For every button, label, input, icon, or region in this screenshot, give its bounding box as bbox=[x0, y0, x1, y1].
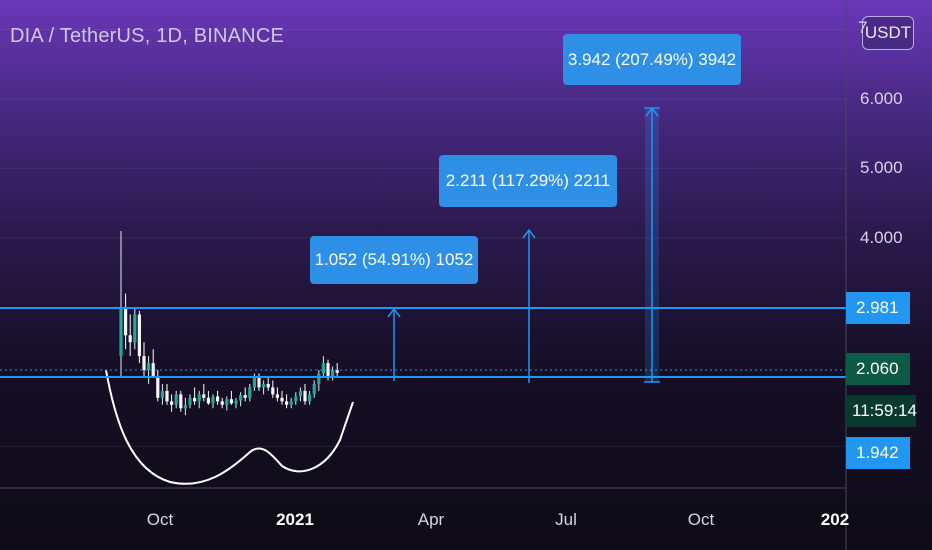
target-label-3[interactable]: 3.942 (207.49%) 3942 bbox=[563, 34, 741, 85]
candle-body-0 bbox=[119, 307, 123, 357]
candle-body-23 bbox=[225, 399, 229, 405]
candle-body-12 bbox=[174, 394, 178, 405]
target-arrow-2[interactable] bbox=[522, 228, 536, 383]
candle-body-37 bbox=[289, 401, 293, 405]
candle-body-26 bbox=[239, 395, 243, 401]
cup-and-handle-pattern-line bbox=[105, 369, 354, 485]
candle-body-13 bbox=[179, 394, 183, 409]
candle-body-42 bbox=[312, 383, 316, 395]
time-tick-202: 202 bbox=[820, 510, 850, 529]
bar-countdown: 11:59:14 bbox=[846, 395, 917, 427]
candle-body-5 bbox=[142, 356, 146, 371]
price-tag-last: 2.060 bbox=[846, 353, 910, 385]
candle-body-3 bbox=[133, 314, 137, 343]
candle-body-24 bbox=[229, 399, 233, 404]
candle-body-44 bbox=[321, 363, 325, 374]
candle-body-46 bbox=[331, 370, 335, 377]
candle-body-31 bbox=[262, 383, 266, 388]
candle-body-32 bbox=[266, 383, 270, 388]
candle-body-6 bbox=[147, 363, 151, 371]
symbol-title[interactable]: DIA / TetherUS, 1D, BINANCE bbox=[10, 25, 285, 47]
candle-body-47 bbox=[335, 370, 339, 373]
time-tick-apr: Apr bbox=[417, 510, 445, 529]
candle-body-39 bbox=[298, 390, 302, 397]
candle-body-45 bbox=[326, 363, 330, 377]
candle-body-19 bbox=[206, 397, 210, 404]
candle-body-30 bbox=[257, 377, 261, 388]
candle-body-41 bbox=[308, 394, 312, 402]
candle-body-2 bbox=[128, 335, 132, 343]
time-tick-oct-2: Oct bbox=[687, 510, 715, 529]
candle-body-43 bbox=[317, 373, 321, 384]
target-label-1[interactable]: 1.052 (54.91%) 1052 bbox=[310, 236, 478, 284]
price-tag-lower[interactable]: 1.942 bbox=[846, 437, 910, 469]
candle-body-11 bbox=[170, 401, 174, 405]
candle-body-29 bbox=[252, 377, 256, 388]
candle-body-7 bbox=[151, 363, 155, 377]
price-tick-5: 5.000 bbox=[860, 158, 903, 177]
time-tick-jul: Jul bbox=[555, 510, 577, 529]
candle-body-9 bbox=[160, 390, 164, 398]
candle-body-34 bbox=[275, 394, 279, 398]
candle-body-25 bbox=[234, 400, 238, 404]
candle-body-27 bbox=[243, 395, 247, 398]
time-tick-oct: Oct bbox=[146, 510, 174, 529]
candle-body-15 bbox=[188, 397, 192, 405]
candle-body-33 bbox=[271, 387, 275, 395]
candle-body-4 bbox=[137, 314, 141, 357]
time-tick-2021: 2021 bbox=[276, 510, 314, 529]
candle-body-40 bbox=[303, 390, 307, 402]
candle-body-20 bbox=[211, 396, 215, 404]
candles bbox=[119, 231, 339, 416]
candle-body-16 bbox=[193, 397, 197, 402]
candle-body-17 bbox=[197, 394, 201, 402]
currency-button[interactable]: USDT bbox=[862, 16, 914, 50]
candle-body-10 bbox=[165, 390, 169, 402]
candle-body-18 bbox=[202, 394, 206, 398]
price-tick-6: 6.000 bbox=[860, 89, 903, 108]
candle-body-21 bbox=[216, 396, 220, 402]
target-arrow-3[interactable] bbox=[644, 106, 660, 383]
candle-body-1 bbox=[124, 307, 128, 336]
target-label-2[interactable]: 2.211 (117.29%) 2211 bbox=[439, 155, 617, 207]
price-tick-4: 4.000 bbox=[860, 228, 903, 247]
candle-body-28 bbox=[248, 387, 252, 398]
price-tick-partial: 7 bbox=[858, 18, 868, 37]
candle-body-36 bbox=[285, 401, 289, 405]
candle-body-14 bbox=[183, 404, 187, 409]
target-arrow-1[interactable] bbox=[387, 307, 401, 381]
price-tag-upper-line[interactable]: 2.981 bbox=[846, 292, 910, 324]
candle-body-35 bbox=[280, 397, 284, 402]
candle-body-38 bbox=[294, 396, 298, 402]
candle-body-22 bbox=[220, 401, 224, 405]
candle-body-8 bbox=[156, 377, 160, 398]
